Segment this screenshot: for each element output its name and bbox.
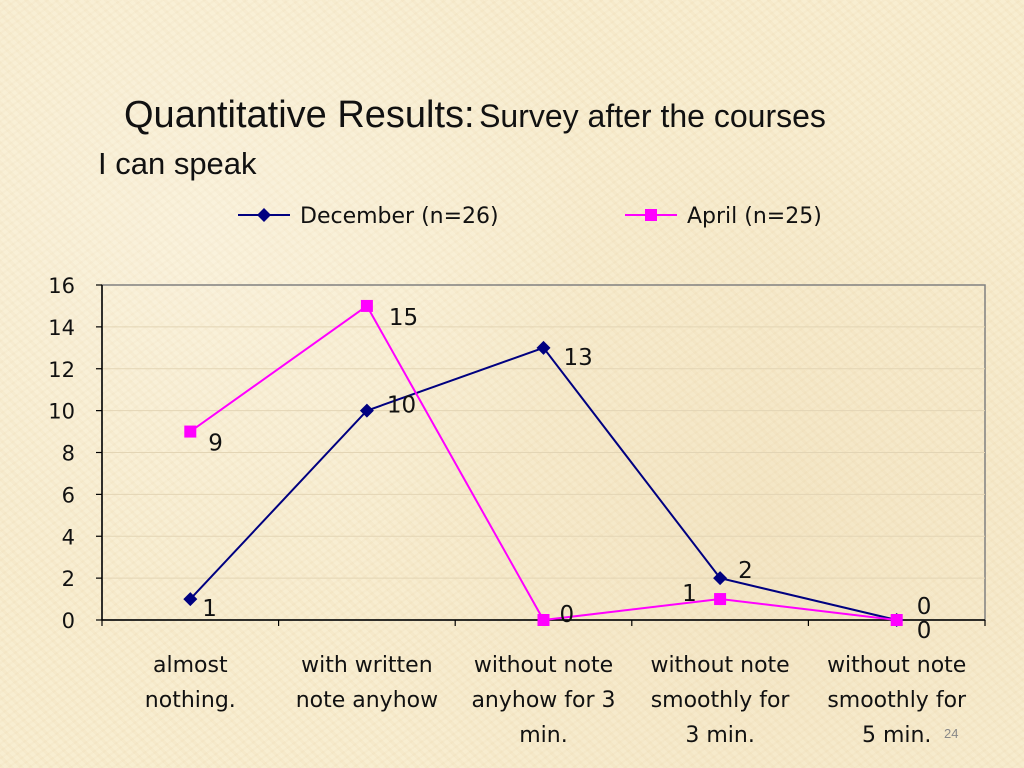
y-tick-label-0: 0 (62, 609, 75, 633)
title-sub: Survey after the courses (479, 98, 826, 134)
x-category-label-3-1: smoothly for (651, 688, 791, 713)
series-1-data-label-3: 1 (682, 581, 697, 607)
series-1-data-label-4: 0 (917, 618, 932, 644)
series-0-data-label-3: 2 (738, 558, 753, 584)
x-category-label-2-0: without note (474, 653, 613, 678)
series-1-data-label-0: 9 (208, 431, 223, 457)
series-1-data-label-2: 0 (560, 602, 575, 628)
series-0-point-0 (183, 592, 198, 607)
series-0-point-2 (536, 340, 551, 355)
x-category-label-4-2: 5 min. (862, 723, 931, 748)
series-0-point-1 (359, 403, 374, 418)
title-main: Quantitative Results: (124, 94, 475, 136)
series-1-point-1 (360, 299, 373, 312)
series-1-point-2 (537, 614, 550, 626)
y-tick-label-12: 12 (48, 358, 75, 382)
series-0-data-label-2: 13 (564, 345, 593, 371)
series-1-point-3 (714, 593, 727, 606)
slide-title: Quantitative Results: Survey after the c… (124, 94, 826, 137)
page-number: 24 (944, 726, 959, 741)
series-0-data-label-0: 1 (202, 596, 217, 622)
series-1-point-4 (890, 614, 903, 626)
y-tick-label-8: 8 (62, 442, 75, 466)
x-category-label-3-2: 3 min. (685, 723, 754, 748)
series-line-0 (189, 346, 897, 621)
legend-label-1: April (n=25) (687, 204, 822, 229)
y-tick-label-2: 2 (62, 567, 75, 591)
series-1-data-label-1: 15 (389, 305, 418, 331)
x-category-label-2-1: anyhow for 3 (471, 688, 615, 713)
y-tick-label-16: 16 (48, 274, 75, 298)
y-tick-label-6: 6 (62, 483, 75, 507)
x-category-label-3-0: without note (650, 653, 789, 678)
legend-marker-1 (645, 209, 657, 221)
x-category-label-2-2: min. (519, 723, 567, 748)
series-1-point-0 (184, 425, 197, 438)
legend-label-0: December (n=26) (300, 204, 499, 229)
y-tick-label-4: 4 (62, 525, 75, 549)
x-category-label-1-1: note anyhow (296, 688, 438, 713)
x-category-label-4-1: smoothly for (827, 688, 967, 713)
series-0-data-label-4: 0 (917, 594, 932, 620)
chart-subtitle: I can speak (98, 146, 257, 181)
y-tick-label-10: 10 (48, 400, 75, 424)
x-category-label-1-0: with written (301, 653, 433, 678)
series-0-data-label-1: 10 (387, 393, 416, 419)
y-tick-label-14: 14 (48, 316, 75, 340)
x-category-label-0-1: nothing. (145, 688, 236, 713)
series-0-point-3 (713, 571, 728, 586)
x-category-label-4-0: without note (827, 653, 966, 678)
legend-marker-0 (257, 208, 271, 222)
x-category-label-0-0: almost (153, 653, 228, 678)
